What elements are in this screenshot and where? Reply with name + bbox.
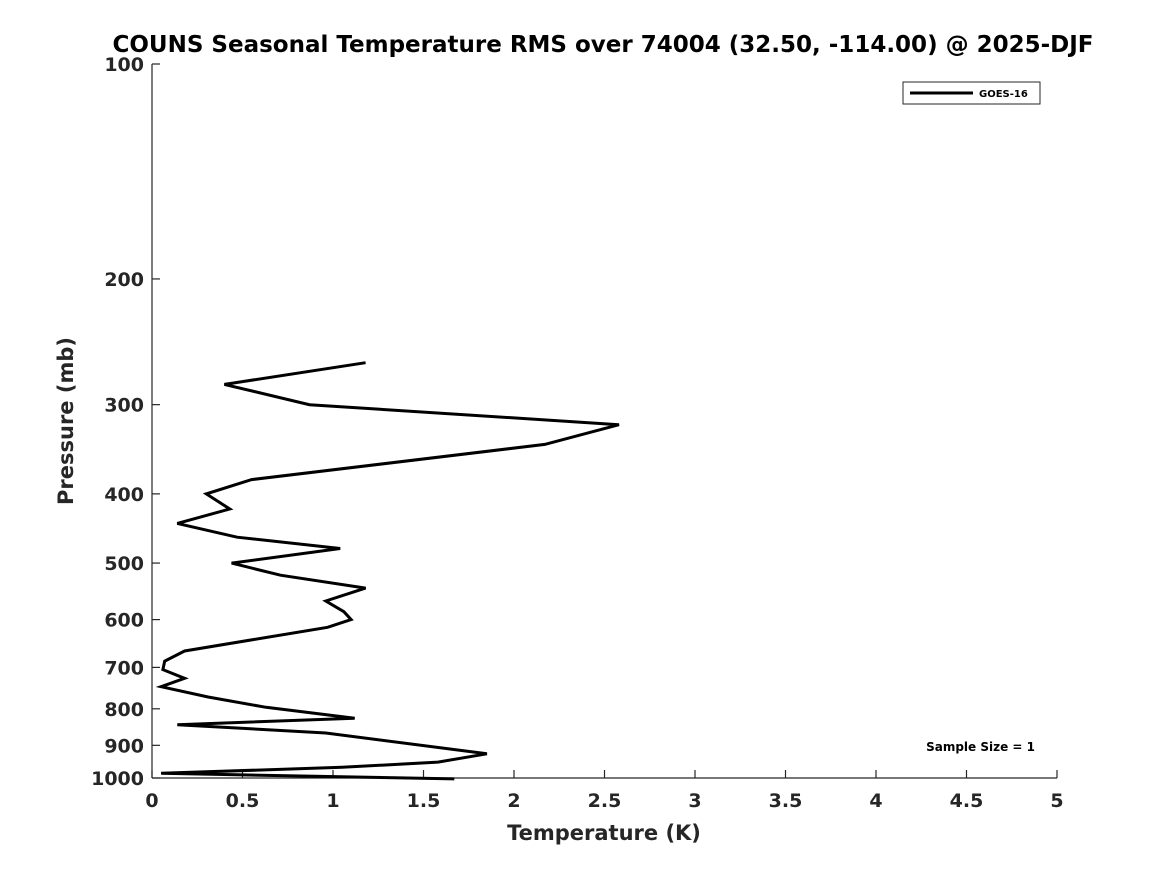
x-tick-label: 0.5: [226, 790, 260, 812]
x-tick-label: 5: [1050, 790, 1063, 812]
x-tick-label: 2.5: [588, 790, 622, 812]
x-tick-label: 3.5: [769, 790, 803, 812]
y-tick-label: 600: [104, 610, 144, 632]
x-axis-label: Temperature (K): [507, 821, 701, 845]
series-line-goes-16: [155, 361, 620, 781]
y-tick-label: 300: [104, 395, 144, 417]
x-tick-label: 4.5: [950, 790, 984, 812]
y-tick-label: 900: [104, 735, 144, 757]
y-ticks: 100 200 300 400 500 600 700 800 900 1000: [91, 54, 160, 790]
legend: GOES-16: [902, 81, 1041, 105]
y-tick-label: 700: [104, 657, 144, 679]
x-tick-label: 0: [145, 790, 158, 812]
sample-size-annotation: Sample Size = 1: [926, 740, 1035, 754]
y-tick-label: 100: [104, 54, 144, 76]
y-tick-label: 800: [104, 699, 144, 721]
x-tick-label: 1: [326, 790, 339, 812]
y-tick-label: 400: [104, 484, 144, 506]
y-tick-label: 200: [104, 269, 144, 291]
y-axis-label: Pressure (mb): [54, 337, 78, 505]
x-ticks: 0 0.5 1 1.5 2 2.5 3 3.5 4 4.5 5: [145, 770, 1064, 812]
chart-title: COUNS Seasonal Temperature RMS over 7400…: [112, 32, 1093, 58]
y-tick-label: 500: [104, 553, 144, 575]
legend-label-goes-16: GOES-16: [979, 89, 1028, 100]
x-tick-label: 1.5: [407, 790, 441, 812]
x-tick-label: 3: [688, 790, 701, 812]
x-tick-label: 4: [869, 790, 882, 812]
x-tick-label: 2: [507, 790, 520, 812]
plot-area: 0 0.5 1 1.5 2 2.5 3 3.5 4 4.5 5 100 200 300 400 500 600…: [91, 54, 1064, 812]
y-tick-label: 1000: [91, 768, 144, 790]
